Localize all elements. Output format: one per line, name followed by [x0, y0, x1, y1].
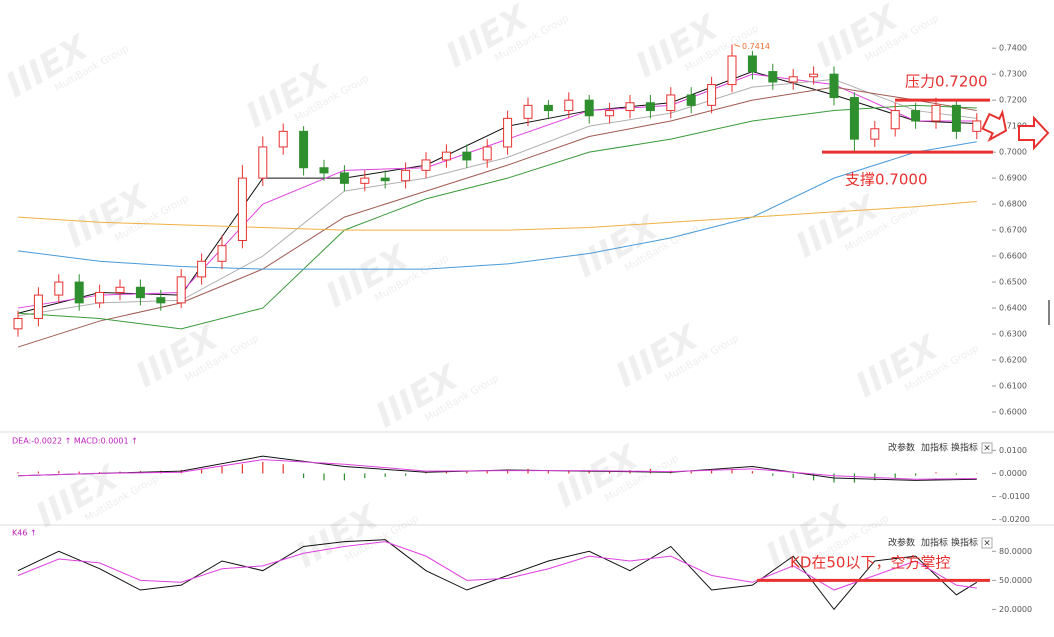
candle-body — [319, 167, 329, 174]
y-tick-label: -0.0200 — [999, 515, 1030, 524]
button: 加指标 — [921, 442, 948, 454]
y-tick-label: 0.0100 — [999, 446, 1027, 455]
k-line — [17, 539, 978, 611]
annotation: KD在50以下，空方掌控 — [790, 554, 950, 572]
candle-body — [911, 110, 921, 122]
candle-body — [197, 260, 207, 278]
candle-body — [605, 110, 615, 117]
kd-legend: K46 ↑ — [12, 529, 37, 538]
button: × — [983, 539, 991, 549]
dea-line — [17, 459, 977, 480]
candle-body — [625, 102, 635, 112]
dif-line — [17, 455, 977, 481]
y-tick-label: 0.7000 — [999, 148, 1027, 157]
candle-body — [380, 177, 390, 182]
candle-body — [299, 130, 309, 169]
candle-body — [135, 286, 145, 299]
candle-body — [707, 84, 717, 106]
button: 换指标 — [951, 442, 978, 454]
y-tick-label: 0.7300 — [999, 70, 1027, 79]
candle-body — [258, 146, 268, 179]
y-tick-label: 0.6900 — [999, 174, 1027, 183]
candle-body — [33, 294, 43, 319]
candle-body — [972, 120, 982, 132]
candle-body — [217, 245, 227, 262]
arrow — [981, 109, 1008, 142]
y-tick-label: 0.0000 — [999, 469, 1027, 478]
candle-body — [890, 110, 900, 130]
button: 改参数 — [888, 537, 915, 549]
y-tick-label: 0.6800 — [999, 200, 1027, 209]
button: 换指标 — [951, 537, 978, 549]
y-tick-label: 0.6000 — [999, 408, 1027, 417]
annotation: 支撑0.7000 — [845, 171, 928, 189]
candle-body — [747, 55, 757, 73]
candle-body — [401, 169, 411, 182]
close-box — [981, 537, 993, 549]
candle-body — [156, 297, 166, 304]
candle-body — [666, 94, 676, 112]
candle-body — [768, 71, 778, 83]
candle-body — [176, 276, 186, 304]
candle-body — [95, 291, 105, 304]
candle-body — [849, 97, 859, 140]
macd-legend: DEA:-0.0022 ↑ MACD:0.0001 ↑ — [12, 437, 138, 446]
candle-body — [727, 55, 737, 86]
y-tick-label: 0.6700 — [999, 226, 1027, 235]
candle-body — [360, 177, 370, 184]
moving-average — [17, 141, 977, 270]
candle-body — [829, 73, 839, 99]
candle-body — [788, 76, 798, 83]
candle-body — [931, 104, 941, 122]
candle-body — [686, 94, 696, 106]
y-tick-label: 50.0000 — [999, 576, 1032, 585]
moving-average — [17, 201, 977, 231]
candle-body — [339, 172, 349, 184]
candle-body — [462, 151, 472, 161]
y-tick-label: 80.0000 — [999, 547, 1032, 556]
candle-body — [54, 281, 64, 296]
candle-body — [809, 73, 819, 78]
y-tick-label: 0.7200 — [999, 96, 1027, 105]
y-tick-label: 0.6600 — [999, 252, 1027, 261]
candle-body — [74, 281, 84, 304]
y-tick-label: 0.6100 — [999, 382, 1027, 391]
button: 改参数 — [888, 442, 915, 454]
candle-body — [870, 128, 880, 140]
candle-body — [482, 146, 492, 161]
candle-body — [13, 317, 23, 330]
candle-body — [584, 99, 594, 117]
close-box — [981, 442, 993, 454]
y-tick-label: -0.0100 — [999, 492, 1030, 501]
y-tick-label: 0.7400 — [999, 44, 1027, 53]
d-line — [17, 541, 977, 591]
y-tick-label: 0.7100 — [999, 122, 1027, 131]
candle-body — [278, 130, 288, 148]
y-tick-label: 0.6400 — [999, 304, 1027, 313]
y-tick-label: 0.6200 — [999, 356, 1027, 365]
candle-body — [115, 286, 125, 293]
candle-body — [951, 104, 961, 132]
button: × — [983, 444, 991, 454]
candle-body — [564, 99, 574, 112]
annotation: 压力0.7200 — [905, 73, 988, 91]
peak-pointer — [733, 44, 741, 48]
plot: 0.7400 0.7300 0.7200 0.7100 0.7000 0.6900 0.68… — [12, 42, 1032, 614]
candle-body — [421, 159, 431, 171]
candle-body — [645, 102, 655, 112]
candle-body — [441, 151, 451, 161]
y-tick-label: 0.6500 — [999, 278, 1027, 287]
candle-body — [523, 104, 533, 119]
button: 加指标 — [921, 537, 948, 549]
candle-body — [237, 177, 247, 241]
y-tick-label: 20.0000 — [999, 605, 1032, 614]
arrow — [1018, 115, 1050, 151]
candle-body — [503, 117, 513, 148]
candle-body — [543, 104, 553, 112]
peak-label: 0.7414 — [742, 42, 770, 51]
moving-average — [17, 104, 977, 330]
y-tick-label: 0.6300 — [999, 330, 1027, 339]
